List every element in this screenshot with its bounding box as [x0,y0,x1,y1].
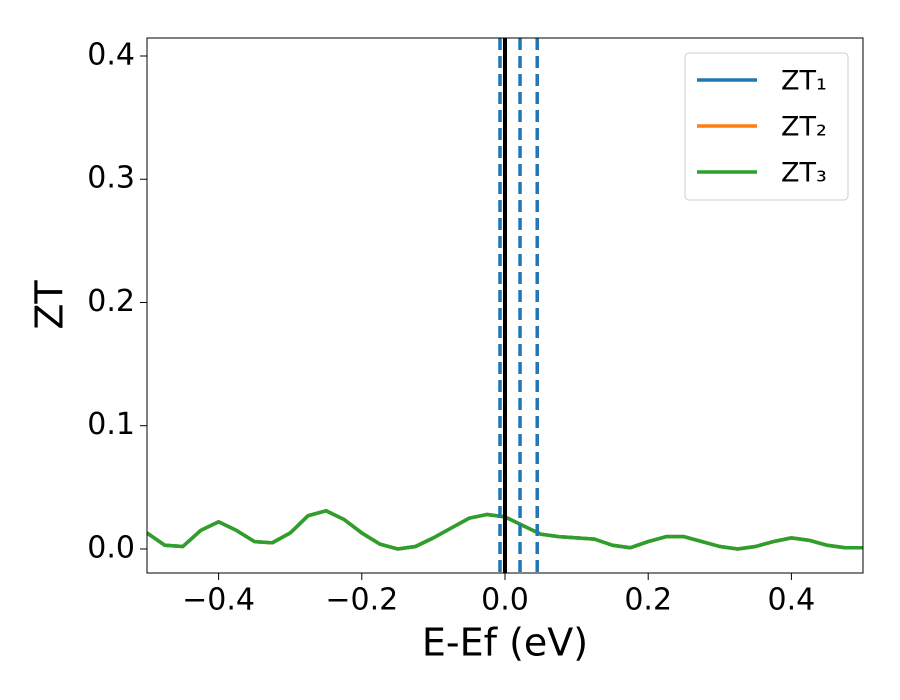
x-tick-label: 0.0 [481,583,529,618]
y-tick-label: 0.2 [87,284,135,319]
plot-area [147,38,863,573]
y-tick-label: 0.3 [87,161,135,196]
plot-frame [146,37,864,574]
x-tick-label: 0.2 [624,583,672,618]
y-tick-label: 0.0 [87,530,135,565]
legend-label: ZT₂ [781,112,827,143]
x-axis-label: E-Ef (eV) [422,621,588,665]
x-tick-label: 0.4 [768,583,816,618]
legend-label: ZT₁ [781,66,827,97]
y-tick-label: 0.4 [87,37,135,72]
legend-label: ZT₃ [781,158,827,189]
y-tick-label: 0.1 [87,407,135,442]
y-axis-label: ZT [28,280,72,330]
legend-box [684,52,849,201]
x-tick-label: −0.2 [325,583,398,618]
x-tick-label: −0.4 [182,583,255,618]
